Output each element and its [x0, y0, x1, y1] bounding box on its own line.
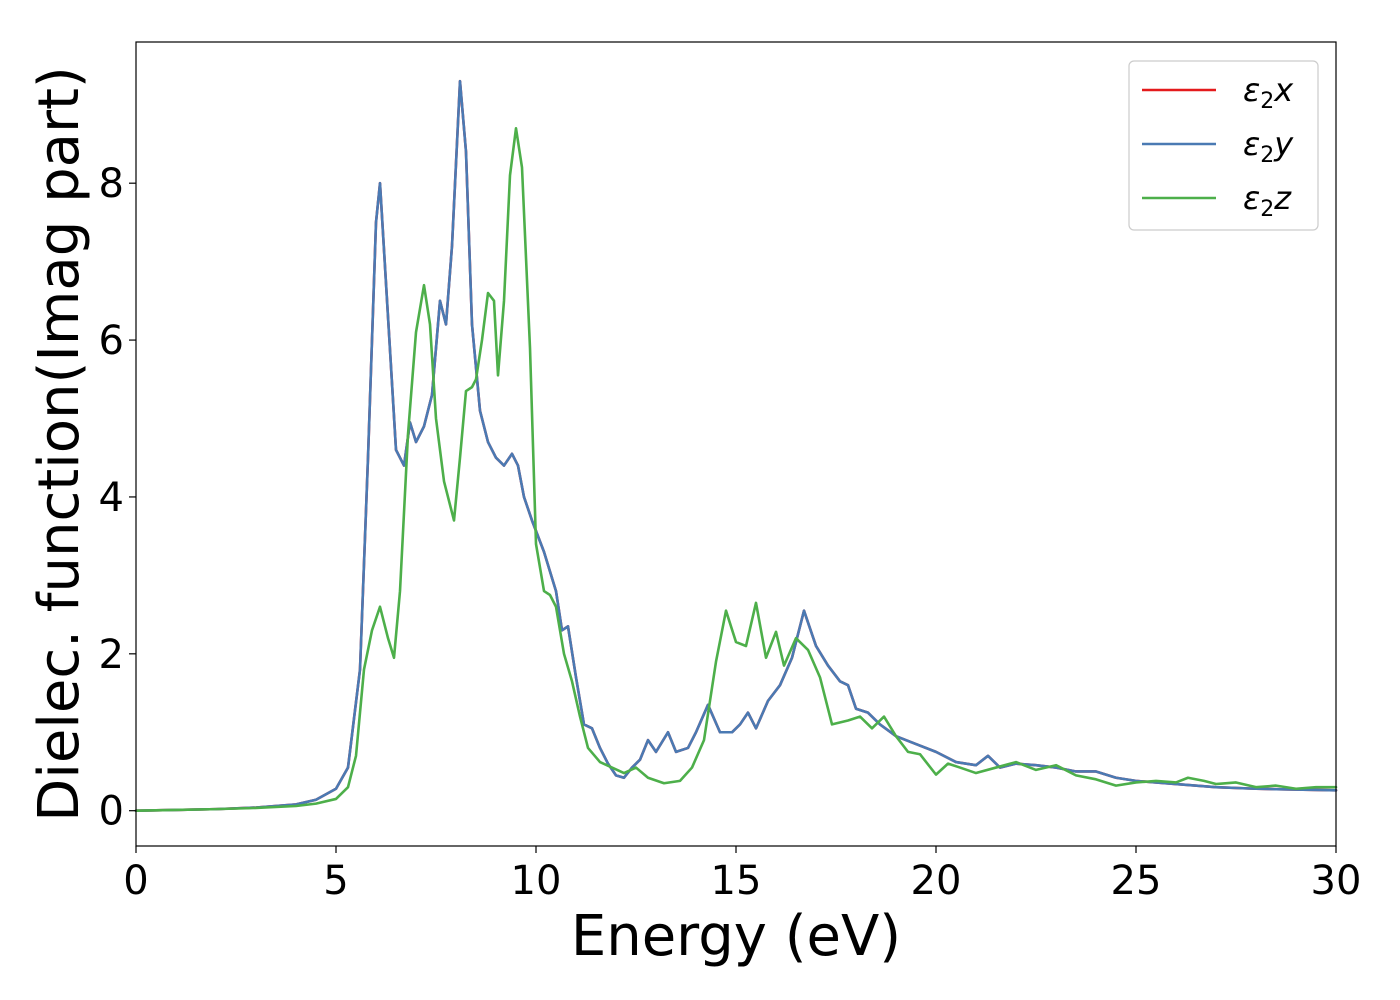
legend-box	[1128, 60, 1319, 231]
x-tick-label: 25	[1111, 858, 1162, 904]
y-tick-label: 2	[99, 632, 124, 678]
x-tick-label: 0	[123, 858, 148, 904]
x-tick-label: 5	[323, 858, 348, 904]
y-tick-label: 0	[99, 789, 124, 835]
legend: ε2x ε2y ε2z	[1128, 60, 1319, 231]
x-axis-label: Energy (eV)	[571, 904, 901, 969]
y-tick-label: 4	[99, 475, 124, 521]
x-tick-label: 15	[711, 858, 762, 904]
ticks-layer: 0 5 10 15 20 25 30 0 2 4 6 8	[99, 161, 1362, 904]
legend-label-x: ε2x	[1243, 71, 1294, 114]
x-tick-label: 10	[511, 858, 562, 904]
y-axis-label: Dielec. function(Imag part)	[27, 66, 92, 822]
series-layer	[134, 79, 1338, 813]
legend-label-z: ε2z	[1243, 179, 1292, 222]
series-line-z	[134, 126, 1338, 813]
x-tick-label: 30	[1311, 858, 1362, 904]
legend-label-y: ε2y	[1243, 125, 1294, 168]
y-tick-label: 6	[99, 318, 124, 364]
legend-entries: ε2x ε2y ε2z	[1142, 71, 1294, 222]
x-tick-label: 20	[911, 858, 962, 904]
y-tick-label: 8	[99, 161, 124, 207]
